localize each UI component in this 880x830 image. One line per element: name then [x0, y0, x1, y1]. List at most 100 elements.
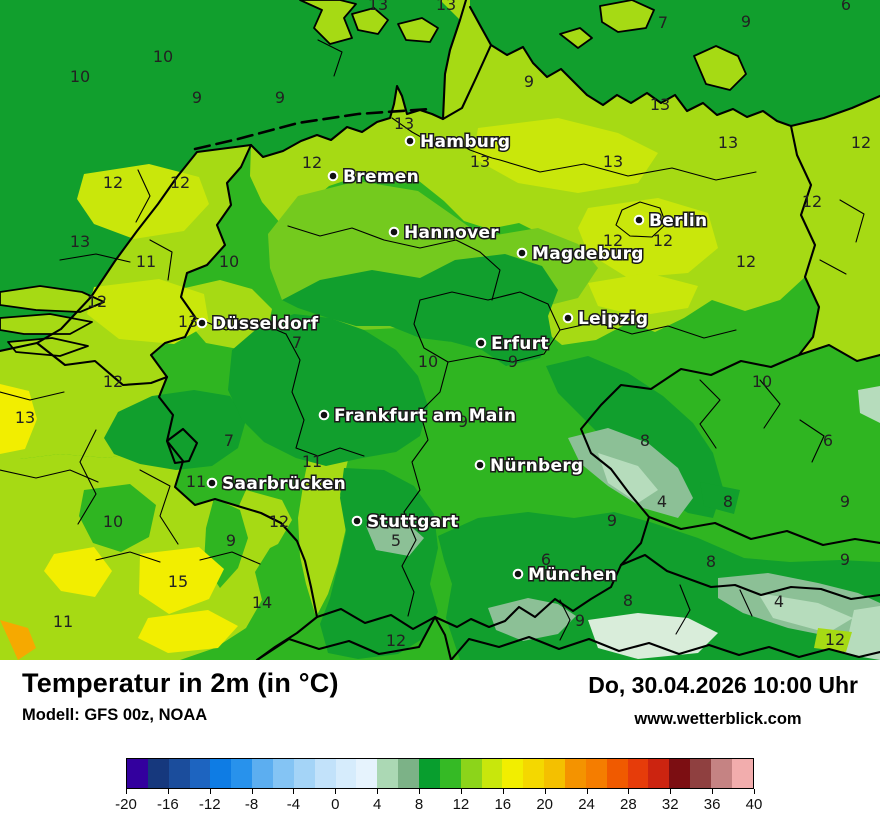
- city-label-leipzig: Leipzig: [578, 309, 648, 329]
- colorbar-segment: [565, 759, 586, 788]
- colorbar-tick: [628, 789, 630, 794]
- temp-value-label: 8: [623, 591, 633, 610]
- colorbar-segment: [544, 759, 566, 788]
- temp-value-label: 9: [508, 352, 518, 371]
- temp-value-label: 9: [840, 550, 850, 569]
- colorbar-segment: [711, 759, 732, 788]
- temp-value-label: 13: [178, 312, 198, 331]
- temp-value-label: 6: [841, 0, 851, 14]
- austria-north-dark: [700, 482, 740, 514]
- temp-value-label: 15: [168, 572, 188, 591]
- colorbar-tick-label: 36: [703, 796, 721, 813]
- temperature-values: 10 10 9 9 13 13 7 9 6 9 13 13 12 13 13 13 12 12 12 12 12 12 12…: [15, 0, 871, 650]
- colorbar-segment: [252, 759, 274, 788]
- delta-island-1: [0, 285, 105, 313]
- city-dot-stuttgart: [351, 515, 363, 527]
- temp-value-label: 10: [153, 47, 173, 66]
- colorbar-tick: [586, 789, 588, 794]
- colorbar-segment: [523, 759, 545, 788]
- swabian-sage: [366, 522, 424, 556]
- colorbar-tick: [167, 789, 169, 794]
- city-label-bremen: Bremen: [343, 167, 419, 187]
- valid-datetime: Do, 30.04.2026 10:00 Uhr: [588, 672, 858, 698]
- colorbar-segment: [127, 759, 148, 788]
- temp-value-label: 13: [470, 152, 490, 171]
- colorbar-segment: [502, 759, 524, 788]
- colorbar-tick-label: 8: [414, 796, 424, 813]
- colorbar-tick-label: 4: [373, 796, 382, 813]
- city-dot-leipzig: [562, 312, 574, 324]
- colorbar-segment: [460, 759, 482, 788]
- temp-value-label: 7: [224, 431, 234, 450]
- temp-value-label: 12: [103, 372, 123, 391]
- colorbar-tick-label: 24: [578, 796, 595, 813]
- colorbar-tick-label: -20: [115, 796, 137, 813]
- colorbar-tick: [460, 789, 462, 794]
- city-dot-frankfurt-am-main: [318, 409, 330, 421]
- temp-value-label: 12: [170, 173, 190, 192]
- ruegen-island: [693, 45, 747, 91]
- harz-thuringia-dark: [282, 254, 558, 366]
- colorbar-tick-label: 32: [661, 796, 679, 813]
- temp-value-label: 13: [394, 114, 414, 133]
- colorbar-segment: [419, 759, 440, 788]
- colorbar-tick-label: 28: [620, 796, 637, 813]
- temp-value-label: 11: [302, 452, 322, 471]
- city-dot-hannover: [388, 226, 400, 238]
- corner-mint: [844, 606, 880, 660]
- temp-value-label: 9: [840, 492, 850, 511]
- temp-value-label: 9: [741, 12, 751, 31]
- france-yellow-1: [139, 547, 224, 614]
- temp-value-label: 10: [70, 67, 90, 86]
- temperature-colorbar: [126, 758, 754, 789]
- temp-value-label: 10: [103, 512, 123, 531]
- map-svg: 10 10 9 9 13 13 7 9 6 9 13 13 12 13 13 13 12 12 12 12 12 12 12…: [0, 0, 880, 660]
- colorbar-tick: [754, 789, 755, 794]
- alps-mint-center: [588, 613, 718, 659]
- colorbar-tick-label: 20: [536, 796, 553, 813]
- jutland-piece: [299, 0, 357, 45]
- temp-value-label: 12: [386, 631, 406, 650]
- city-dot-saarbr-cken: [206, 477, 218, 489]
- city-label-d-sseldorf: Düsseldorf: [212, 314, 319, 334]
- city-dot-hamburg: [404, 135, 416, 147]
- leipzig-core: [588, 273, 698, 316]
- city-dot-m-nchen: [512, 568, 524, 580]
- colorbar-segment: [147, 759, 169, 788]
- colorbar-segment: [585, 759, 607, 788]
- website-url: www.wetterblick.com: [634, 710, 802, 728]
- france-yellow-2: [44, 547, 112, 597]
- city-label-hamburg: Hamburg: [420, 132, 510, 152]
- colorbar-tick: [502, 789, 504, 794]
- colorbar-segment: [690, 759, 712, 788]
- temp-value-label: 12: [825, 630, 845, 649]
- colorbar-segment: [439, 759, 461, 788]
- city-dot-bremen: [327, 170, 339, 182]
- temp-value-label: 4: [657, 492, 667, 511]
- colorbar-tick: [544, 789, 546, 794]
- corner-orange: [0, 620, 36, 660]
- sudeten-spot: [858, 386, 880, 423]
- temp-value-label: 12: [802, 192, 822, 211]
- north-sea: [0, 0, 466, 351]
- temp-value-label: 10: [752, 372, 772, 391]
- temp-value-label: 13: [650, 95, 670, 114]
- temp-value-label: 13: [70, 232, 90, 251]
- city-label-erfurt: Erfurt: [491, 334, 549, 354]
- colorbar-tick-label: 0: [331, 796, 340, 813]
- temp-value-label: 12: [302, 153, 322, 172]
- city-dot-d-sseldorf: [196, 317, 208, 329]
- colorbar-segment: [314, 759, 336, 788]
- colorbar-tick: [419, 789, 421, 794]
- colorbar-segment: [168, 759, 190, 788]
- temp-value-label: 9: [192, 88, 202, 107]
- danish-island-1: [351, 7, 389, 35]
- danish-island-2: [397, 17, 439, 43]
- colorbar-segment: [481, 759, 503, 788]
- colorbar-tick: [712, 789, 714, 794]
- temp-value-label: 12: [603, 231, 623, 250]
- city-label-stuttgart: Stuttgart: [367, 512, 459, 532]
- temp-value-label: 8: [723, 492, 733, 511]
